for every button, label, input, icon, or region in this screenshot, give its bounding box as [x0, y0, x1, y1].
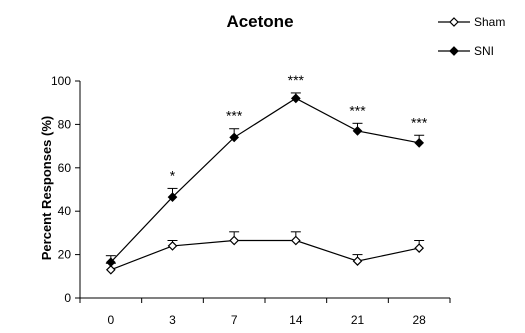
legend-marker: [449, 17, 459, 27]
data-point-sni: [167, 192, 178, 202]
x-tick-label: 14: [289, 313, 303, 327]
significance-marker: ***: [288, 72, 305, 88]
significance-marker: ***: [226, 108, 243, 124]
x-tick-label: 0: [107, 313, 114, 327]
data-point-sni: [290, 93, 301, 104]
y-tick-label: 0: [64, 291, 71, 305]
series-line-sham: [110, 239, 420, 271]
data-point-sni: [229, 132, 240, 143]
x-tick-label: 7: [231, 313, 238, 327]
data-point-sni: [414, 137, 425, 148]
x-tick-label: 28: [412, 313, 426, 327]
data-point-sni: [105, 257, 116, 268]
data-point-sham: [414, 243, 425, 253]
y-tick-label: 100: [51, 74, 71, 88]
y-axis-label: Percent Responses (%): [39, 116, 54, 261]
y-tick-label: 40: [58, 204, 72, 218]
legend-label: SNI: [474, 44, 494, 58]
data-point-sham: [105, 264, 116, 275]
legend-marker: [449, 46, 459, 56]
y-tick-label: 80: [58, 117, 72, 131]
y-tick-label: 20: [58, 248, 72, 262]
legend: Sham SNI: [438, 15, 505, 58]
significance-marker: ***: [349, 102, 366, 118]
significance-marker: ***: [411, 114, 428, 130]
legend-label: Sham: [474, 15, 505, 29]
data-point-sham: [352, 256, 363, 266]
data-point-sni: [352, 126, 363, 136]
chart-title: Acetone: [226, 12, 293, 31]
series-line-sni: [110, 97, 420, 263]
data-point-sham: [167, 241, 178, 251]
data-point-sham: [229, 235, 240, 246]
data-point-sham: [290, 235, 301, 246]
y-tick-label: 60: [58, 161, 72, 175]
significance-marker: *: [170, 167, 176, 183]
x-tick-label: 21: [351, 313, 365, 327]
x-tick-label: 3: [169, 313, 176, 327]
